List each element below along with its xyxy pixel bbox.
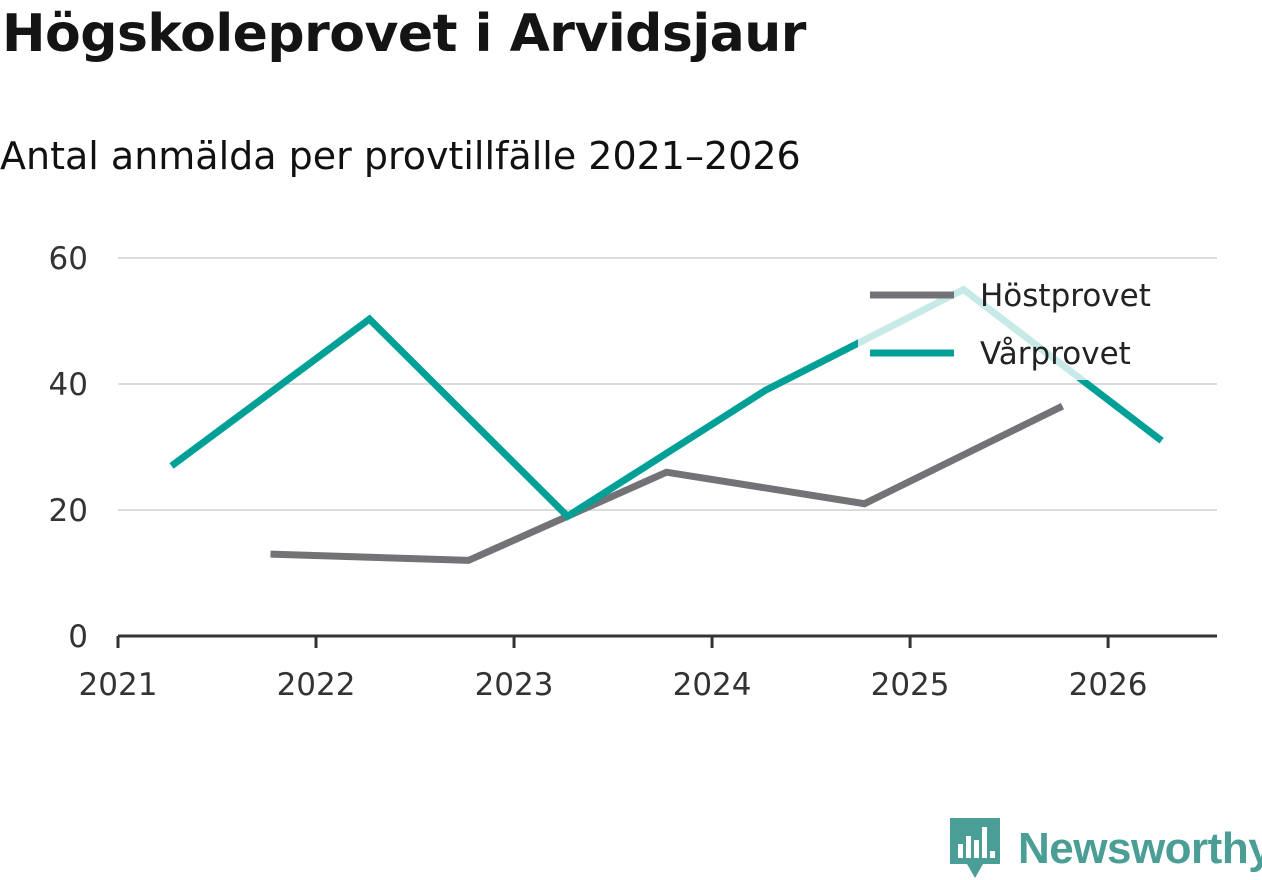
x-tick-label-2023: 2023 [475,667,554,703]
y-tick-label-60: 60 [49,241,88,277]
legend-label-varprovet: Vårprovet [980,336,1131,372]
y-tick-label-0: 0 [68,619,88,655]
x-tick-label-2026: 2026 [1069,667,1148,703]
y-tick-label-40: 40 [49,367,88,403]
x-tick-label-2024: 2024 [673,667,752,703]
y-tick-label-20: 20 [49,493,88,529]
newsworthy-brand: Newsworthy [950,818,1262,880]
x-tick-label-2022: 2022 [277,667,356,703]
x-tick-label-2021: 2021 [79,667,158,703]
newsworthy-logo-icon [950,818,1000,880]
brand-name: Newsworthy [1018,824,1262,874]
legend-label-hostprovet: Höstprovet [980,278,1151,314]
series-line-hostprovet [271,406,1063,560]
x-tick-label-2025: 2025 [871,667,950,703]
